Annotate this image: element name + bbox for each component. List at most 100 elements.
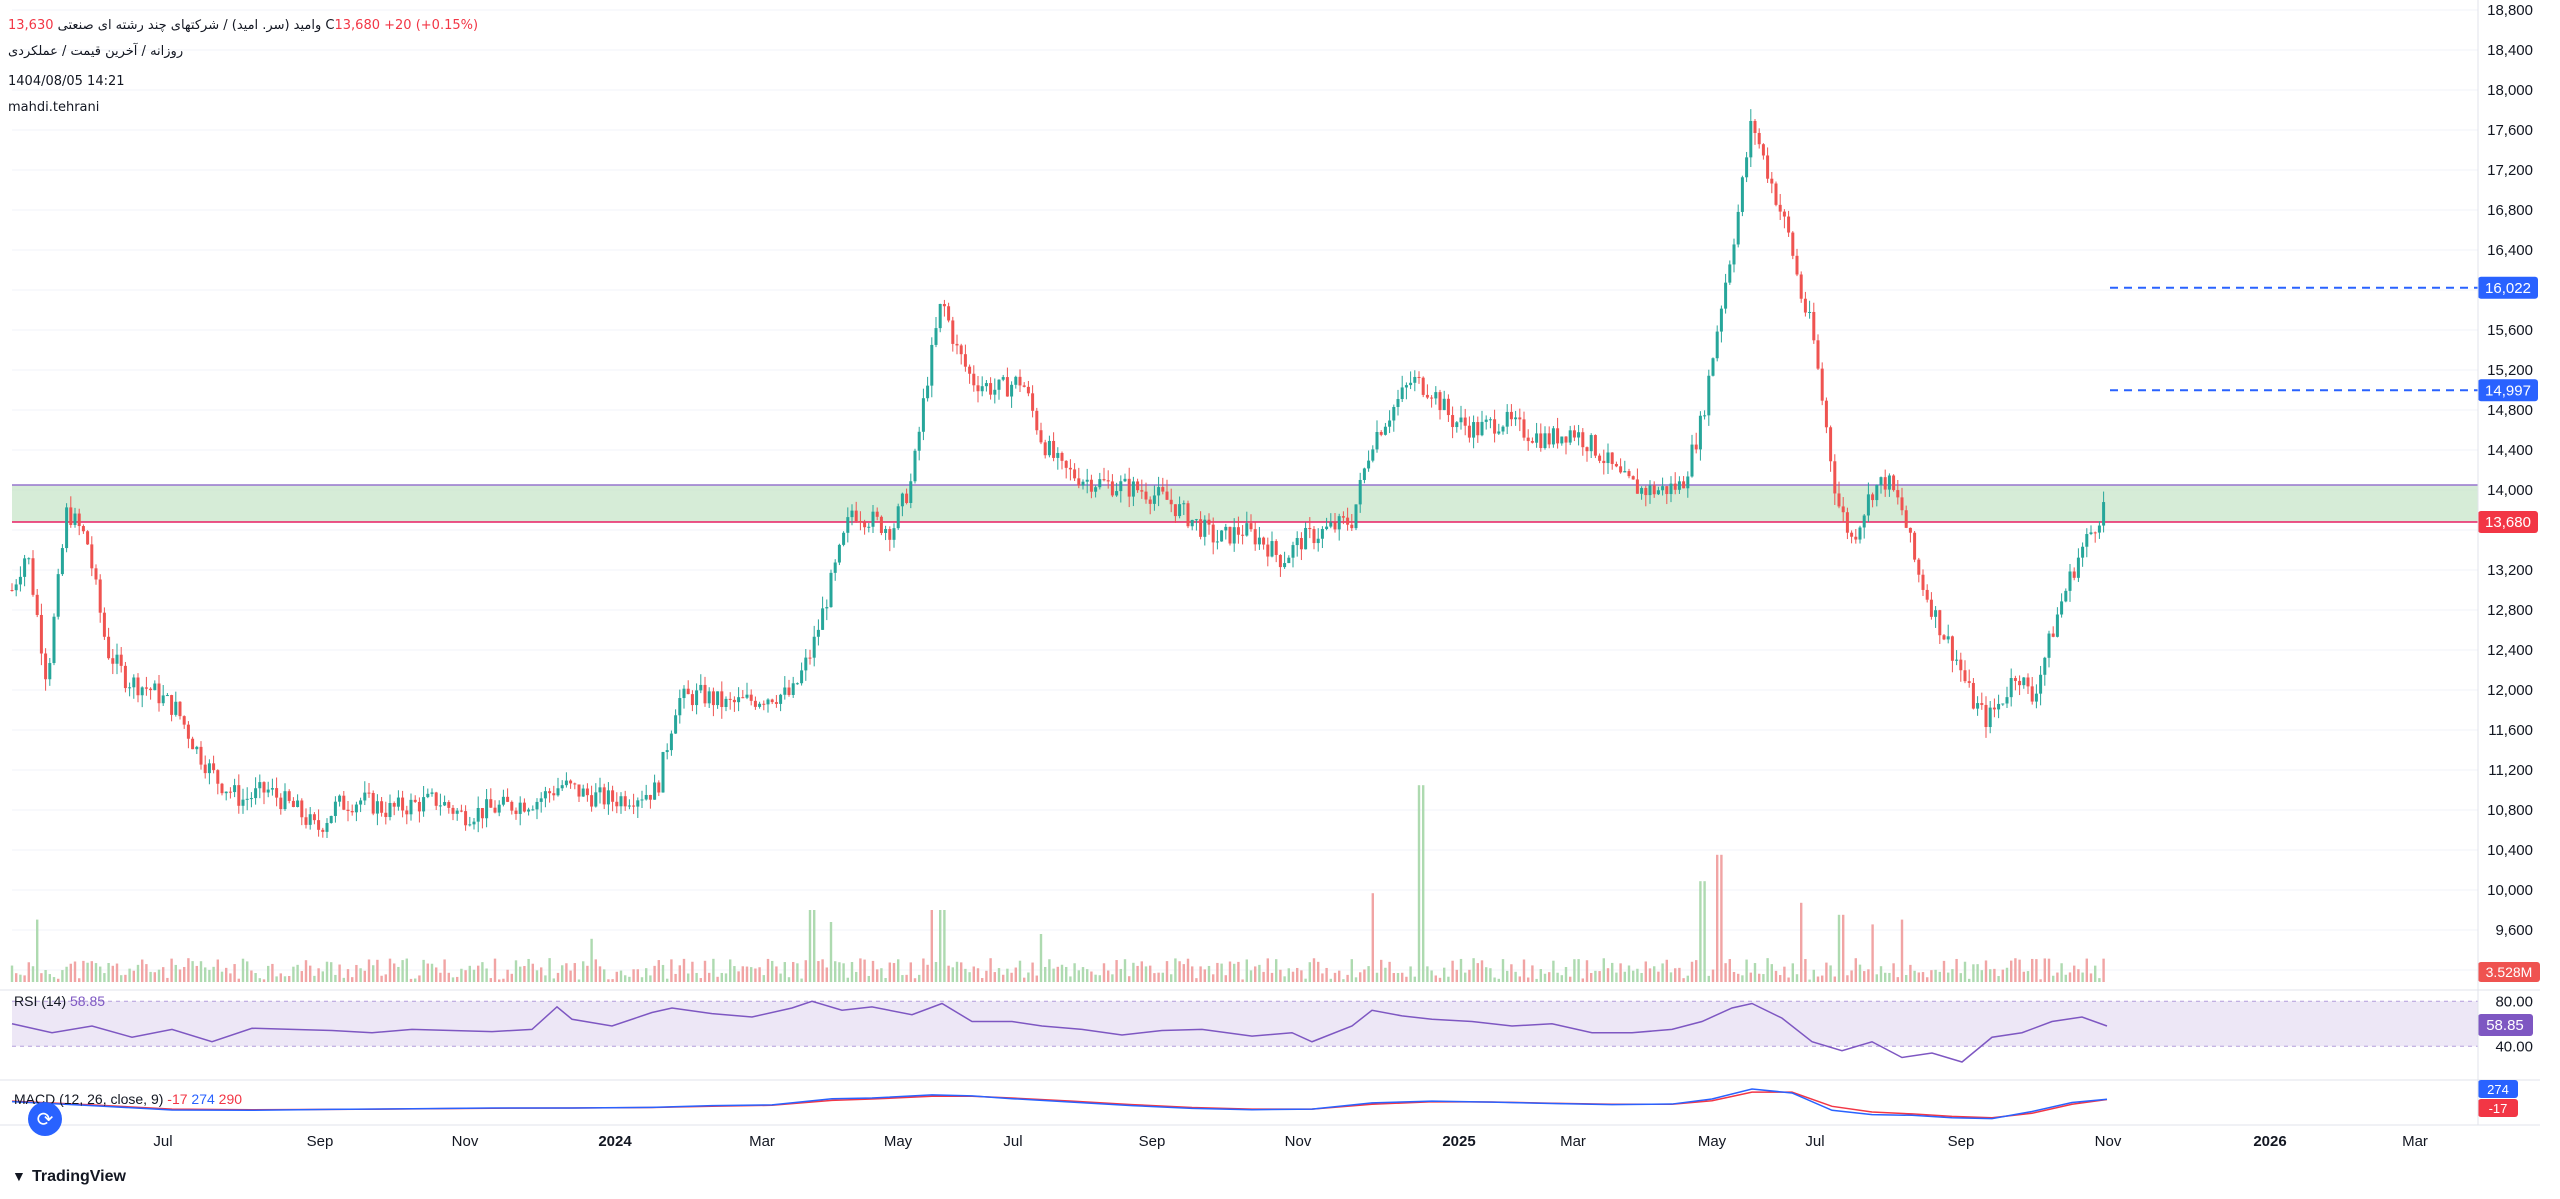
volume-bar <box>65 966 68 982</box>
candle <box>2018 675 2022 696</box>
volume-bar <box>204 967 207 982</box>
candle-body <box>1115 491 1119 496</box>
volume-bar <box>1111 974 1114 982</box>
volume-bar <box>1010 972 1013 982</box>
candle <box>745 682 749 700</box>
volume-bar <box>1413 976 1416 982</box>
volume-bar <box>1963 961 1967 982</box>
price-tick-label: 16,400 <box>2487 242 2533 259</box>
candle-body <box>1732 244 1736 265</box>
candle <box>468 816 472 827</box>
candle-body <box>732 699 736 703</box>
candle-body <box>1791 232 1795 256</box>
volume-bar <box>1254 966 1257 982</box>
candle-body <box>1644 488 1648 496</box>
candle-body <box>1022 385 1026 387</box>
volume-bar <box>1569 976 1572 982</box>
candle <box>1640 486 1644 500</box>
candle-body <box>1799 274 1803 299</box>
volume-bar <box>1128 976 1131 982</box>
logo-text: TradingView <box>32 1168 126 1185</box>
volume-bar <box>1199 966 1202 982</box>
candle-body <box>1887 475 1891 490</box>
volume-bar <box>674 973 677 982</box>
time-axis-label: Nov <box>452 1133 479 1150</box>
volume-bar <box>1216 962 1219 982</box>
volume-bar <box>1800 902 1803 982</box>
candle <box>816 619 820 646</box>
candle-body <box>1501 426 1505 432</box>
candle <box>317 809 321 837</box>
volume-bar <box>1266 958 1269 982</box>
candle <box>640 790 644 808</box>
volume-bar <box>1506 970 1509 982</box>
candle-body <box>401 797 405 811</box>
candle-body <box>1077 478 1081 486</box>
replay-icon[interactable]: ⟳ <box>28 1102 62 1136</box>
close-label: C <box>325 18 335 33</box>
candle <box>976 375 980 403</box>
symbol-title[interactable]: وامید (سر. امید) / شرکتهای چند رشته ای ص… <box>57 18 322 33</box>
candle <box>888 526 892 552</box>
volume-bar <box>598 966 602 982</box>
volume-bar <box>1934 969 1937 982</box>
candle <box>1505 404 1509 435</box>
candle-body <box>186 724 190 739</box>
candle <box>1136 478 1140 493</box>
volume-bar <box>1657 971 1660 982</box>
volume-bar <box>1136 965 1139 982</box>
candle-body <box>241 799 245 806</box>
volume-bar <box>1304 978 1307 982</box>
candle <box>426 788 430 799</box>
candle <box>489 788 493 808</box>
candle <box>119 647 123 673</box>
candle <box>2013 675 2017 691</box>
volume-bar <box>1031 962 1034 982</box>
candle-body <box>275 788 279 798</box>
volume-bar <box>414 978 417 982</box>
volume-bar <box>691 961 694 982</box>
volume-bar <box>1333 972 1337 982</box>
volume-bar <box>435 967 438 982</box>
volume-bar <box>2056 972 2059 982</box>
candle <box>825 599 829 621</box>
candle-body <box>254 788 258 799</box>
candle-body <box>1383 426 1387 435</box>
candle-body <box>1778 204 1782 212</box>
candle <box>1803 291 1807 317</box>
candle-body <box>1997 703 2001 710</box>
candle <box>1371 445 1375 463</box>
candle-body <box>1833 461 1837 494</box>
candle <box>577 784 581 802</box>
candle-body <box>2102 502 2106 526</box>
candle <box>443 795 447 807</box>
candle-body <box>527 809 531 812</box>
candle-body <box>2001 703 2005 705</box>
volume-bar <box>187 958 190 982</box>
candle <box>1438 389 1442 420</box>
candle <box>1425 384 1429 400</box>
candle <box>1001 374 1005 382</box>
candle-body <box>1493 419 1497 434</box>
volume-bar <box>1510 964 1513 982</box>
candle <box>867 523 871 533</box>
candle <box>501 789 505 807</box>
volume-bar <box>1783 966 1786 982</box>
volume-bar <box>510 973 513 982</box>
volume-bar <box>1153 973 1156 982</box>
volume-bar <box>724 973 728 982</box>
candle-body <box>1064 460 1068 468</box>
candle <box>1182 500 1186 516</box>
volume-bar <box>1804 959 1807 982</box>
tradingview-logo[interactable]: ▼ TradingView <box>12 1168 126 1186</box>
candle <box>548 788 552 803</box>
candle-body <box>1089 479 1093 492</box>
candle-body <box>548 791 552 794</box>
candle-body <box>1186 503 1190 527</box>
volume-bar <box>619 970 623 982</box>
candle-body <box>1098 479 1102 488</box>
volume-bar <box>1501 959 1505 982</box>
volume-bar <box>897 959 900 982</box>
